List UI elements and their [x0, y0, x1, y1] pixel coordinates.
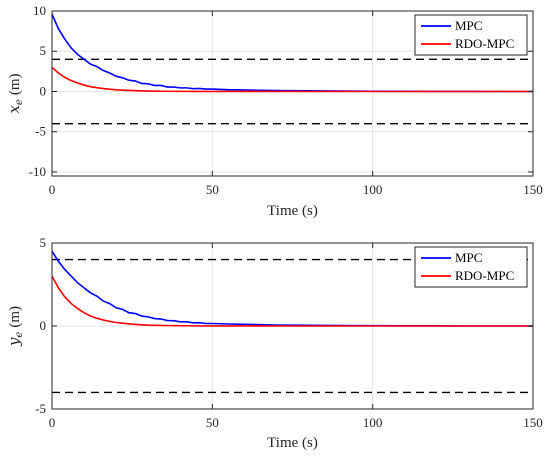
y-tick-label: 0: [40, 83, 47, 98]
x-axis-label: Time (s): [267, 435, 318, 451]
y-axis-label-symbol: x: [5, 105, 23, 114]
y-axis-label: xe (m): [5, 73, 25, 113]
x-tick-label: 50: [206, 182, 219, 197]
y-axis-label-unit: (m): [7, 73, 23, 95]
y-axis-label-subscript: e: [14, 99, 25, 105]
y-tick-label: -5: [35, 401, 46, 416]
y-tick-label: 10: [33, 3, 46, 18]
y-tick-label: 5: [40, 235, 47, 250]
legend-label-mpc: MPC: [455, 18, 482, 33]
series-line-rdo-mpc: [52, 275, 533, 327]
x-tick-label: 50: [206, 415, 219, 430]
x-tick-label: 100: [363, 415, 383, 430]
y-tick-label: -10: [29, 164, 46, 179]
y-axis-label: ye (m): [5, 306, 25, 347]
legend-label-mpc: MPC: [455, 250, 482, 265]
y-tick-label: 0: [40, 318, 47, 333]
x-tick-label: 100: [363, 182, 383, 197]
y-tick-label: -5: [35, 124, 46, 139]
x-tick-label: 150: [523, 182, 543, 197]
chart-panel-1: 0 50 100 150 -10 -5 0 5 10 Time (s) xe (m) MPC RDO-MP…: [5, 3, 543, 219]
y-axis-label-unit: (m): [7, 306, 23, 328]
axes-box: [51, 10, 534, 177]
series-line-rdo-mpc: [52, 66, 533, 93]
legend-label-rdo-mpc: RDO-MPC: [455, 36, 514, 51]
legend-box: [414, 246, 528, 288]
x-axis-label: Time (s): [267, 203, 318, 219]
y-axis-label-symbol: y: [5, 337, 23, 347]
y-tick-label: 5: [40, 43, 47, 58]
y-axis-label-subscript: e: [14, 332, 25, 338]
x-tick-label: 150: [523, 415, 543, 430]
legend-label-rdo-mpc: RDO-MPC: [455, 268, 514, 283]
legend-box: [414, 14, 528, 56]
x-tick-label: 0: [49, 182, 56, 197]
x-tick-label: 0: [49, 415, 56, 430]
